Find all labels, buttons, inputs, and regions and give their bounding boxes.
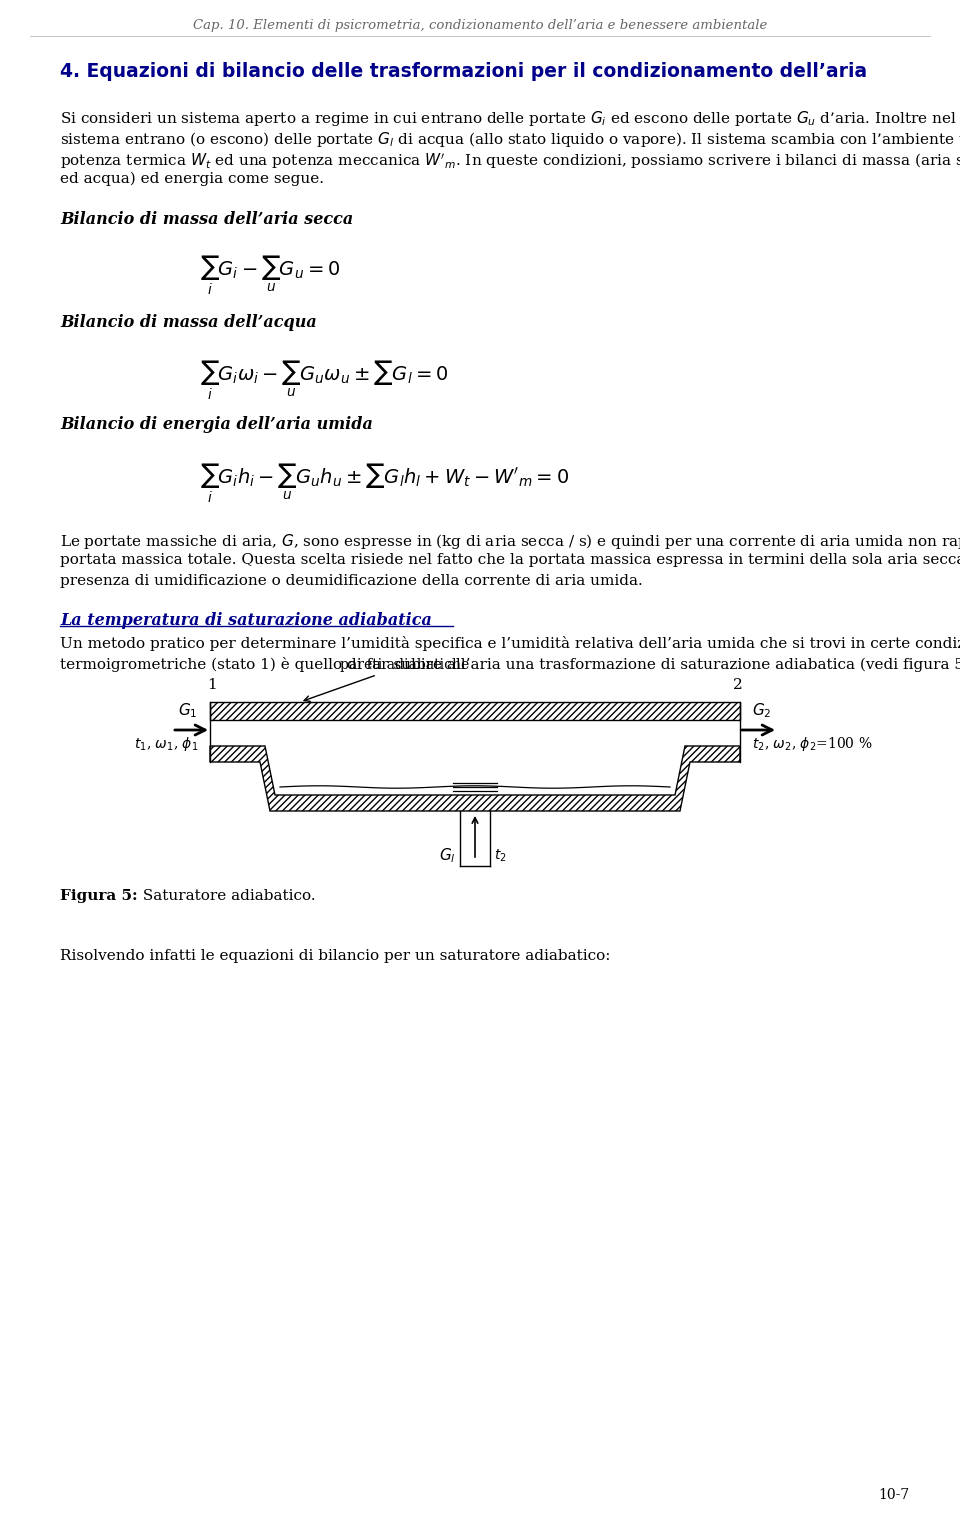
Text: $t_2$, $\omega_2$, $\phi_2$=100 %: $t_2$, $\omega_2$, $\phi_2$=100 %	[752, 735, 873, 753]
Text: 4. Equazioni di bilancio delle trasformazioni per il condizionamento dell’aria: 4. Equazioni di bilancio delle trasforma…	[60, 62, 867, 81]
Text: La temperatura di saturazione adiabatica: La temperatura di saturazione adiabatica	[60, 613, 432, 629]
Text: portata massica totale. Questa scelta risiede nel fatto che la portata massica e: portata massica totale. Questa scelta ri…	[60, 553, 960, 567]
Text: Si consideri un sistema aperto a regime in cui entrano delle portate $G_i$ ed es: Si consideri un sistema aperto a regime …	[60, 110, 957, 128]
Text: $\sum_i G_i \omega_i - \sum_u G_u \omega_u \pm \sum G_l = 0$: $\sum_i G_i \omega_i - \sum_u G_u \omega…	[200, 360, 448, 402]
Text: $G_2$: $G_2$	[752, 701, 772, 721]
Text: Bilancio di massa dell’aria secca: Bilancio di massa dell’aria secca	[60, 210, 353, 229]
Text: 2: 2	[733, 678, 743, 692]
Text: Bilancio di energia dell’aria umida: Bilancio di energia dell’aria umida	[60, 416, 372, 433]
Text: pareti adiabatiche: pareti adiabatiche	[304, 658, 469, 701]
Bar	[210, 703, 740, 719]
Text: termoigrometriche (stato 1) è quello di far subire all’aria una trasformazione d: termoigrometriche (stato 1) è quello di …	[60, 657, 960, 672]
Text: $G_l$: $G_l$	[440, 847, 456, 866]
Text: Un metodo pratico per determinare l’umidità specifica e l’umidità relativa dell’: Un metodo pratico per determinare l’umid…	[60, 636, 960, 651]
Text: $G_1$: $G_1$	[179, 701, 198, 721]
Text: presenza di umidificazione o deumidificazione della corrente di aria umida.: presenza di umidificazione o deumidifica…	[60, 575, 643, 588]
Text: Cap. 10. Elementi di psicrometria, condizionamento dell’aria e benessere ambient: Cap. 10. Elementi di psicrometria, condi…	[193, 18, 767, 32]
Text: $t_1$, $\omega_1$, $\phi_1$: $t_1$, $\omega_1$, $\phi_1$	[133, 735, 198, 753]
Text: Le portate massiche di aria, $G$, sono espresse in (kg di aria secca / s) e quin: Le portate massiche di aria, $G$, sono e…	[60, 532, 960, 552]
Polygon shape	[210, 747, 740, 811]
Text: $\sum_i G_i - \sum_u G_u = 0$: $\sum_i G_i - \sum_u G_u = 0$	[200, 255, 340, 297]
Text: 1: 1	[207, 678, 217, 692]
Text: potenza termica $W_t$ ed una potenza meccanica $W'_m$. In queste condizioni, pos: potenza termica $W_t$ ed una potenza mec…	[60, 151, 960, 171]
Text: Saturatore adiabatico.: Saturatore adiabatico.	[138, 888, 316, 904]
Text: $\sum_i G_i h_i - \sum_u G_u h_u \pm \sum G_l h_l + W_t - W'_m = 0$: $\sum_i G_i h_i - \sum_u G_u h_u \pm \su…	[200, 462, 569, 504]
Text: 10-7: 10-7	[878, 1487, 910, 1503]
Text: $t_2$: $t_2$	[494, 847, 507, 864]
Text: Figura 5:: Figura 5:	[60, 888, 137, 904]
Text: Risolvendo infatti le equazioni di bilancio per un saturatore adiabatico:: Risolvendo infatti le equazioni di bilan…	[60, 949, 611, 963]
Text: ed acqua) ed energia come segue.: ed acqua) ed energia come segue.	[60, 172, 324, 186]
Text: Bilancio di massa dell’acqua: Bilancio di massa dell’acqua	[60, 314, 317, 331]
Text: sistema entrano (o escono) delle portate $G_l$ di acqua (allo stato liquido o va: sistema entrano (o escono) delle portate…	[60, 130, 960, 149]
